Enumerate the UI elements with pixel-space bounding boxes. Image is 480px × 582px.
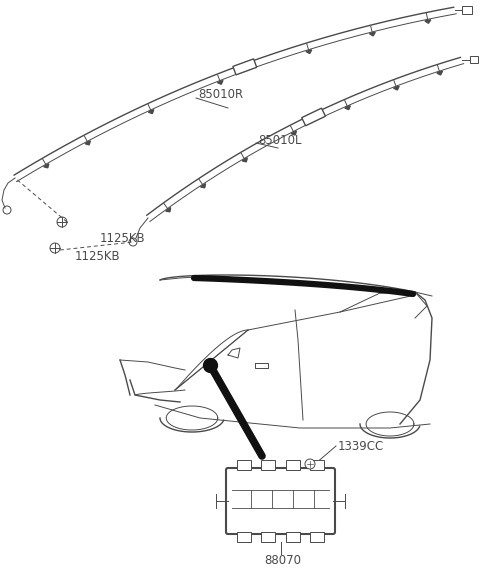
Circle shape: [3, 206, 11, 214]
Polygon shape: [148, 109, 154, 113]
Polygon shape: [166, 208, 170, 212]
Polygon shape: [302, 108, 325, 126]
Polygon shape: [394, 86, 399, 90]
Polygon shape: [242, 158, 247, 162]
Circle shape: [129, 238, 137, 246]
Polygon shape: [306, 50, 312, 54]
Bar: [237, 532, 251, 542]
Bar: [286, 460, 300, 470]
Circle shape: [305, 459, 315, 469]
Text: 85010R: 85010R: [198, 88, 243, 101]
FancyBboxPatch shape: [226, 468, 335, 534]
Polygon shape: [201, 184, 205, 188]
Text: 88070: 88070: [264, 553, 301, 566]
Circle shape: [50, 243, 60, 253]
Polygon shape: [437, 71, 443, 75]
Text: 1125KB: 1125KB: [100, 232, 145, 244]
Bar: [310, 460, 324, 470]
Circle shape: [57, 217, 67, 227]
Polygon shape: [85, 141, 90, 145]
Bar: [470, 56, 478, 63]
Bar: [286, 532, 300, 542]
Text: 1125KB: 1125KB: [75, 250, 120, 262]
Polygon shape: [425, 20, 431, 23]
Bar: [261, 460, 275, 470]
Polygon shape: [44, 164, 49, 168]
Text: 85010L: 85010L: [258, 133, 301, 147]
Text: 1339CC: 1339CC: [338, 439, 384, 452]
Polygon shape: [370, 32, 375, 36]
Polygon shape: [291, 131, 297, 135]
Bar: [261, 532, 275, 542]
Polygon shape: [217, 80, 223, 84]
Bar: [310, 532, 324, 542]
Bar: [237, 460, 251, 470]
Polygon shape: [233, 59, 257, 75]
Bar: [462, 6, 472, 14]
Polygon shape: [345, 106, 350, 109]
